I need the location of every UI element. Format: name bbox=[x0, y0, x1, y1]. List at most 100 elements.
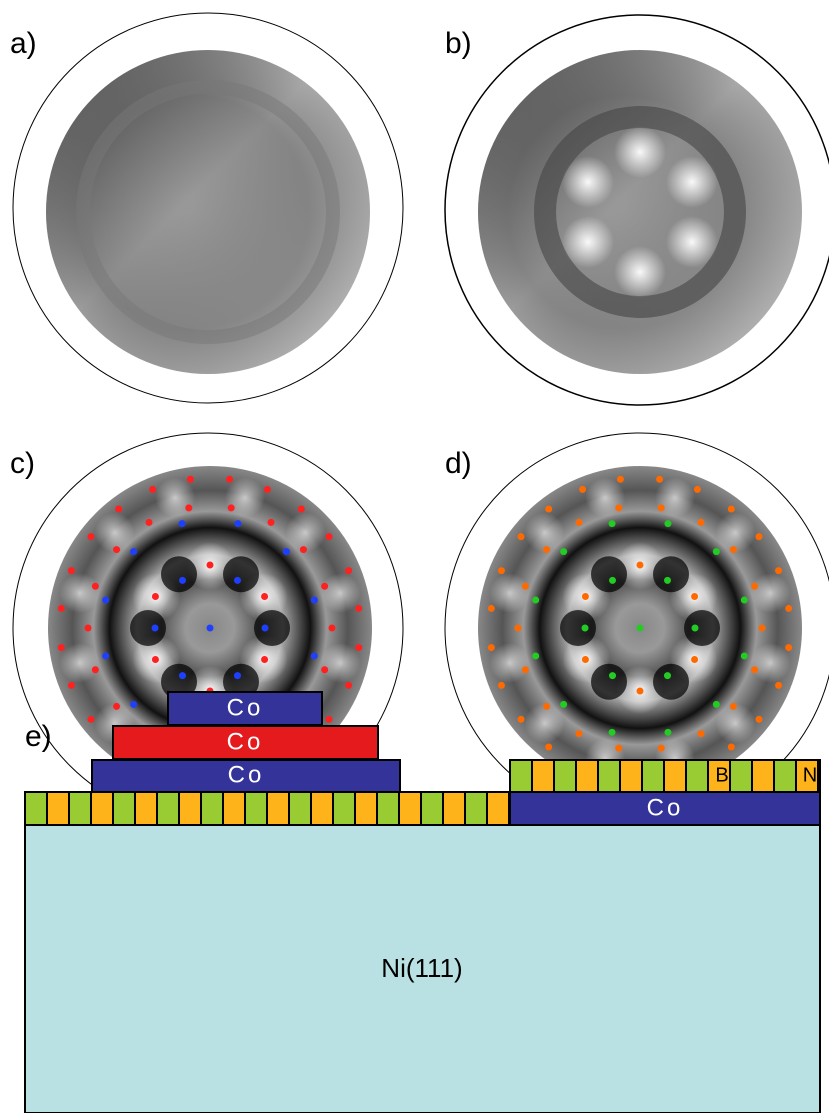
marker bbox=[730, 546, 737, 553]
marker bbox=[87, 533, 94, 540]
marker bbox=[751, 666, 758, 673]
figure: a) b) c) d) e) Ni(111) Co B N Co Co Co bbox=[0, 0, 829, 1113]
bn-cell bbox=[664, 760, 686, 792]
co-label: Co bbox=[647, 794, 684, 821]
bn-cell bbox=[245, 792, 267, 825]
marker bbox=[582, 656, 589, 663]
marker bbox=[355, 644, 362, 651]
marker bbox=[545, 744, 552, 751]
bn-cell bbox=[69, 792, 91, 825]
marker bbox=[609, 729, 616, 736]
marker bbox=[617, 476, 624, 483]
bn-cell bbox=[201, 792, 223, 825]
marker bbox=[698, 730, 705, 737]
pattern-shade bbox=[478, 50, 802, 374]
dark-spot bbox=[254, 610, 290, 646]
marker bbox=[152, 656, 159, 663]
dark-spot bbox=[130, 610, 166, 646]
marker bbox=[187, 476, 194, 483]
dark-spot bbox=[591, 664, 627, 700]
marker bbox=[545, 505, 552, 512]
marker bbox=[102, 597, 109, 604]
marker bbox=[207, 625, 214, 632]
bn-cell bbox=[686, 760, 708, 792]
marker bbox=[87, 716, 94, 723]
marker bbox=[698, 519, 705, 526]
marker bbox=[658, 504, 665, 511]
marker bbox=[692, 625, 699, 632]
bn-cell bbox=[620, 760, 642, 792]
bn-cell bbox=[91, 792, 113, 825]
marker bbox=[664, 520, 671, 527]
marker bbox=[543, 703, 550, 710]
bright-spot bbox=[666, 156, 718, 208]
bn-cell bbox=[289, 792, 311, 825]
bn-cell bbox=[576, 760, 598, 792]
bn-cell bbox=[377, 792, 399, 825]
marker bbox=[262, 625, 269, 632]
marker bbox=[576, 519, 583, 526]
bn-cell bbox=[730, 760, 752, 792]
marker bbox=[609, 577, 616, 584]
bn-cell bbox=[642, 760, 664, 792]
marker bbox=[264, 486, 271, 493]
marker bbox=[130, 548, 137, 555]
marker bbox=[658, 745, 665, 752]
bright-spot bbox=[750, 573, 790, 613]
marker bbox=[92, 666, 99, 673]
bn-cell bbox=[598, 760, 620, 792]
marker bbox=[664, 577, 671, 584]
marker bbox=[102, 652, 109, 659]
marker bbox=[58, 644, 65, 651]
marker bbox=[532, 597, 539, 604]
marker bbox=[326, 533, 333, 540]
bright-spot bbox=[320, 573, 360, 613]
bn-cell bbox=[355, 792, 377, 825]
panel-label: c) bbox=[10, 447, 35, 480]
marker bbox=[582, 625, 589, 632]
marker bbox=[234, 520, 241, 527]
marker bbox=[691, 656, 698, 663]
bn-cell bbox=[443, 792, 465, 825]
bn-cell bbox=[267, 792, 289, 825]
bn-cell bbox=[113, 792, 135, 825]
marker bbox=[756, 716, 763, 723]
marker bbox=[329, 625, 336, 632]
bright-spot bbox=[614, 126, 666, 178]
bn-cell bbox=[421, 792, 443, 825]
marker bbox=[234, 577, 241, 584]
marker bbox=[179, 577, 186, 584]
marker bbox=[522, 666, 529, 673]
panel-label: e) bbox=[25, 720, 52, 753]
dark-spot bbox=[223, 556, 259, 592]
marker bbox=[756, 533, 763, 540]
bright-spot bbox=[562, 216, 614, 268]
bright-spot bbox=[225, 478, 265, 518]
marker bbox=[115, 505, 122, 512]
bright-spot bbox=[320, 643, 360, 683]
dark-spot bbox=[684, 610, 720, 646]
marker bbox=[488, 605, 495, 612]
marker bbox=[92, 583, 99, 590]
marker bbox=[321, 666, 328, 673]
bn-cell bbox=[223, 792, 245, 825]
marker bbox=[179, 520, 186, 527]
bn-cell bbox=[333, 792, 355, 825]
panel-b: b) bbox=[445, 15, 829, 405]
marker bbox=[234, 672, 241, 679]
pattern-shade bbox=[46, 50, 370, 374]
marker bbox=[261, 656, 268, 663]
marker bbox=[713, 548, 720, 555]
bright-spot bbox=[614, 246, 666, 298]
bright-spot bbox=[95, 513, 135, 553]
bright-spot bbox=[285, 513, 325, 553]
bright-spot bbox=[60, 573, 100, 613]
marker bbox=[785, 644, 792, 651]
marker bbox=[85, 625, 92, 632]
bright-spot bbox=[585, 478, 625, 518]
bn-cell bbox=[25, 792, 47, 825]
marker bbox=[268, 519, 275, 526]
marker bbox=[728, 744, 735, 751]
marker bbox=[785, 605, 792, 612]
marker bbox=[228, 504, 235, 511]
